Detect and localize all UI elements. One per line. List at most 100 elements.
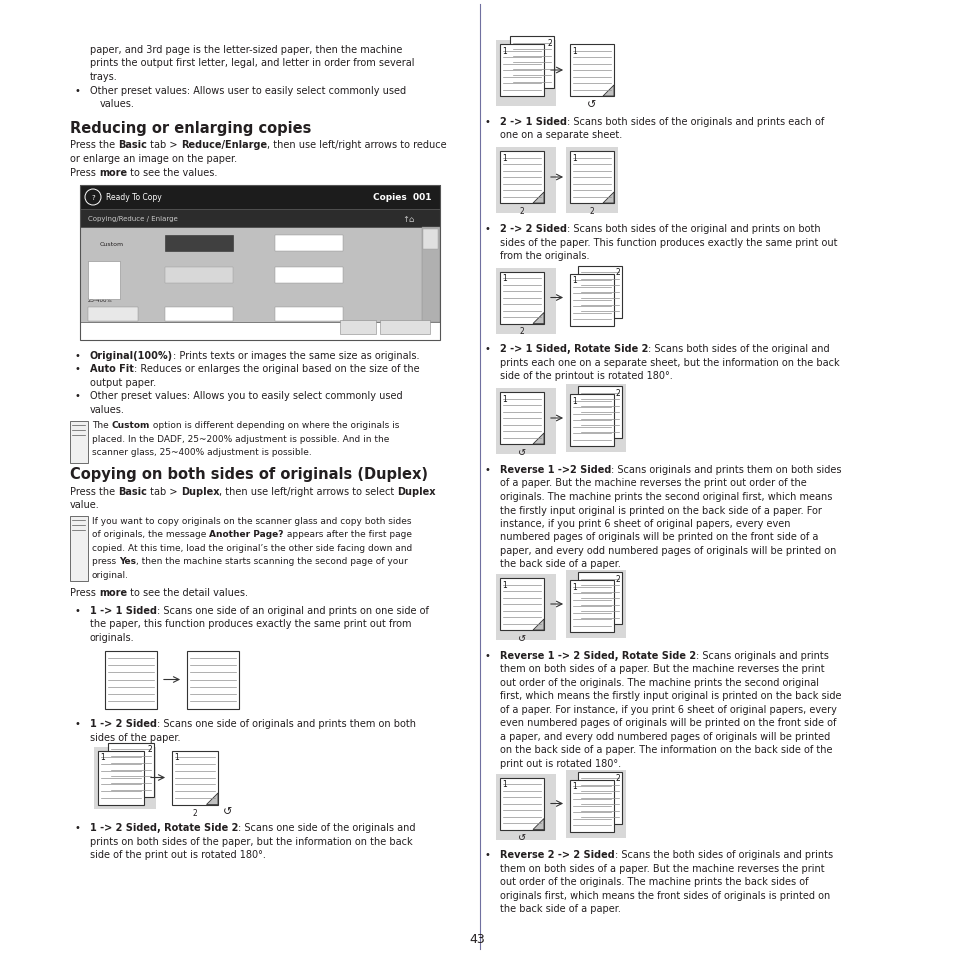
Text: to see the values.: to see the values. (127, 168, 217, 177)
Bar (165, 268, 233, 284)
Text: 2: 2 (519, 207, 524, 215)
Bar (88, 262, 120, 299)
Text: or enlarge an image on the paper.: or enlarge an image on the paper. (70, 153, 237, 164)
Text: trays.: trays. (90, 71, 117, 82)
Bar (165, 235, 233, 252)
Bar (565, 148, 618, 213)
Text: Duplex: Duplex (397, 486, 436, 497)
Text: Copies  001: Copies 001 (374, 193, 432, 202)
Text: Custom: Custom (100, 241, 124, 246)
Text: numbered pages of originals will be printed on the front side of a: numbered pages of originals will be prin… (499, 532, 818, 542)
Bar (274, 235, 343, 252)
Text: : Prints texts or images the same size as originals.: : Prints texts or images the same size a… (172, 351, 419, 360)
Text: Copying/Reduce / Enlarge: Copying/Reduce / Enlarge (88, 215, 177, 222)
Text: 2: 2 (615, 268, 619, 277)
Text: ↺: ↺ (517, 833, 525, 842)
Bar (499, 152, 543, 204)
Text: 25-400%: 25-400% (88, 297, 112, 303)
Polygon shape (533, 819, 543, 830)
Bar (569, 152, 614, 204)
Bar (105, 651, 157, 709)
Bar (578, 387, 621, 438)
Text: Auto Fit: Auto Fit (189, 274, 210, 278)
Bar (187, 651, 239, 709)
Text: , then use left/right arrows to reduce: , then use left/right arrows to reduce (267, 140, 446, 151)
Text: option is different depending on where the originals is: option is different depending on where t… (150, 421, 399, 430)
Bar (422, 230, 437, 250)
Bar (98, 751, 144, 804)
Text: to see the detail values.: to see the detail values. (127, 588, 248, 598)
Bar (80, 186, 439, 210)
Text: from the originals.: from the originals. (499, 251, 589, 261)
Text: A4->A5(71%): A4->A5(71%) (290, 274, 328, 278)
Text: LGL->A4(83%): LGL->A4(83%) (289, 241, 329, 246)
Bar (421, 228, 439, 323)
Text: A4->LTR(94%): A4->LTR(94%) (289, 313, 329, 317)
Text: side of the printout is rotated 180°.: side of the printout is rotated 180°. (499, 371, 672, 381)
Text: •: • (484, 117, 491, 127)
Text: , then use left/right arrows to select: , then use left/right arrows to select (219, 486, 397, 497)
Bar (569, 45, 614, 97)
Text: 1: 1 (572, 582, 577, 592)
Text: output paper.: output paper. (90, 377, 156, 388)
Text: •: • (484, 224, 491, 233)
Text: Other preset values: Allows user to easily select commonly used: Other preset values: Allows user to easi… (90, 86, 406, 95)
Text: tab >: tab > (147, 486, 180, 497)
Bar (274, 268, 343, 284)
Text: : Scans originals and prints: : Scans originals and prints (696, 650, 828, 660)
Polygon shape (206, 793, 218, 804)
Text: Another Page?: Another Page? (209, 530, 283, 539)
Text: the back side of a paper.: the back side of a paper. (499, 903, 620, 914)
Text: 1: 1 (501, 780, 506, 789)
Text: sides of the paper.: sides of the paper. (90, 732, 180, 742)
Bar (499, 578, 543, 630)
Text: the firstly input original is printed on the back side of a paper. For: the firstly input original is printed on… (499, 505, 821, 515)
Text: , then the machine starts scanning the second page of your: , then the machine starts scanning the s… (136, 557, 407, 566)
Bar (379, 320, 430, 335)
Bar (496, 148, 556, 213)
Text: sides of the paper. This function produces exactly the same print out: sides of the paper. This function produc… (499, 237, 837, 247)
Text: appears after the first page: appears after the first page (283, 530, 412, 539)
Text: : Scans the both sides of originals and prints: : Scans the both sides of originals and … (614, 850, 832, 860)
Bar (172, 751, 218, 804)
Text: prints each one on a separate sheet, but the information on the back: prints each one on a separate sheet, but… (499, 357, 839, 368)
Polygon shape (602, 193, 614, 204)
Text: tab >: tab > (147, 140, 180, 151)
Text: paper, and 3rd page is the letter-sized paper, then the machine: paper, and 3rd page is the letter-sized … (90, 45, 402, 55)
Text: Original(100%): Original(100%) (178, 241, 219, 246)
Bar (578, 772, 621, 823)
Text: •: • (484, 344, 491, 355)
Text: •: • (75, 719, 81, 729)
Bar (70, 421, 88, 463)
Text: them on both sides of a paper. But the machine reverses the print: them on both sides of a paper. But the m… (499, 664, 823, 674)
Text: copied. At this time, load the original’s the other side facing down and: copied. At this time, load the original’… (91, 543, 412, 553)
Text: one on a separate sheet.: one on a separate sheet. (499, 131, 621, 140)
Text: originals first, which means the front sides of originals is printed on: originals first, which means the front s… (499, 890, 829, 900)
Text: Original(100%): Original(100%) (90, 351, 172, 360)
Text: Reverse 1 ->2 Sided: Reverse 1 ->2 Sided (499, 464, 611, 475)
Text: the back side of a paper.: the back side of a paper. (499, 558, 620, 569)
Text: of a paper. But the machine reverses the print out order of the: of a paper. But the machine reverses the… (499, 478, 806, 488)
Bar (80, 228, 439, 323)
Bar (569, 395, 614, 447)
Text: 1: 1 (173, 753, 178, 761)
Text: 1: 1 (572, 276, 577, 285)
Text: 1: 1 (572, 781, 577, 791)
Text: ↺: ↺ (517, 634, 525, 643)
Text: of a paper. For instance, if you print 6 sheet of original papers, every: of a paper. For instance, if you print 6… (499, 704, 836, 714)
Text: •: • (75, 364, 81, 375)
Text: : Scans one side of originals and prints them on both: : Scans one side of originals and prints… (157, 719, 416, 729)
Text: 2 -> 1 Sided, Rotate Side 2: 2 -> 1 Sided, Rotate Side 2 (499, 344, 648, 355)
Bar (578, 573, 621, 624)
Bar (496, 41, 556, 107)
Text: 1 -> 1 Sided: 1 -> 1 Sided (90, 605, 157, 616)
Text: press: press (91, 557, 119, 566)
Polygon shape (533, 314, 543, 324)
Text: prints on both sides of the paper, but the information on the back: prints on both sides of the paper, but t… (90, 836, 413, 846)
Bar (80, 186, 439, 340)
Text: : Scans one side of an original and prints on one side of: : Scans one side of an original and prin… (157, 605, 429, 616)
Text: : Scans one side of the originals and: : Scans one side of the originals and (238, 822, 416, 833)
Text: 1: 1 (572, 153, 577, 163)
Text: first, which means the firstly input original is printed on the back side: first, which means the firstly input ori… (499, 691, 841, 700)
Text: •: • (484, 650, 491, 660)
